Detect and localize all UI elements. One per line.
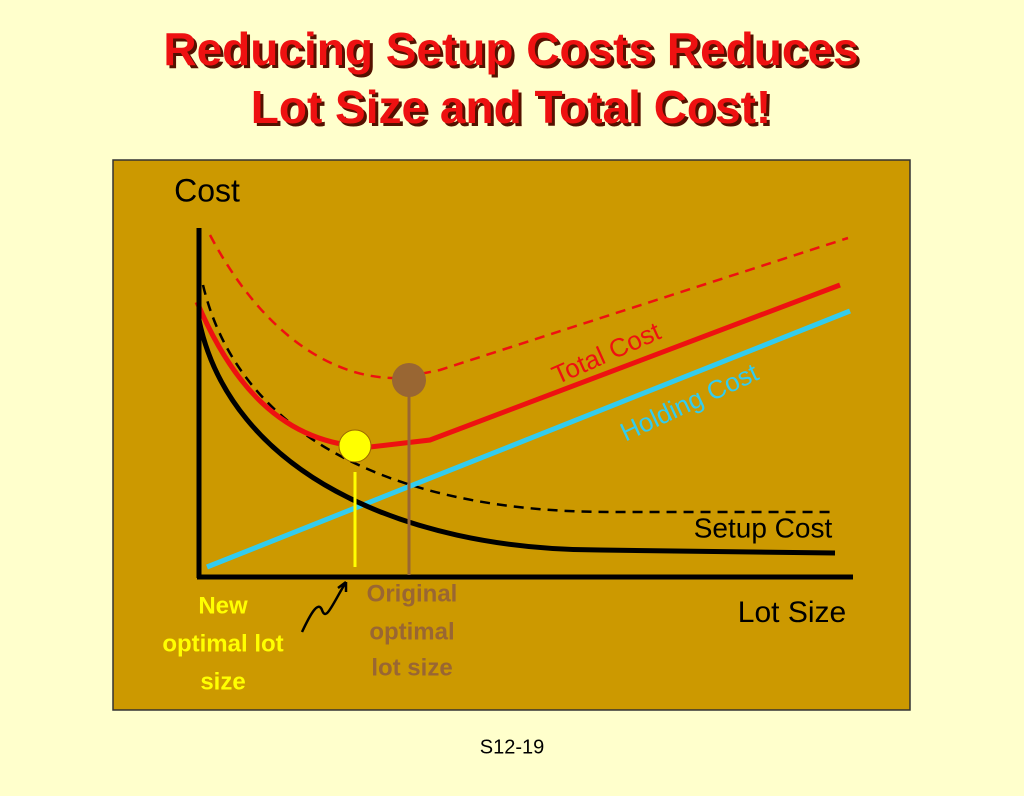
new-optimum-label: size	[200, 668, 245, 695]
original-optimum-label: lot size	[371, 654, 452, 681]
slide-number: S12-19	[480, 736, 545, 758]
new-optimum-label: optimal lot	[162, 630, 283, 657]
original-optimum-label: Original	[367, 580, 458, 607]
diagram-panel	[112, 159, 911, 711]
title-shadow: Reducing Setup Costs Reduces	[166, 26, 861, 78]
arrow	[300, 581, 348, 633]
new-optimum-label: New	[198, 592, 248, 619]
original-optimum-label: optimal	[369, 618, 454, 645]
y-axis-label: Cost	[174, 172, 240, 208]
x-axis-label: Lot Size	[738, 596, 846, 629]
original-optimum-point	[392, 363, 426, 397]
title-line: Lot Size and Total Cost!	[251, 81, 771, 133]
new-optimum-point	[338, 429, 372, 463]
title-shadow: Lot Size and Total Cost!	[254, 84, 774, 136]
holding-cost-line	[206, 308, 851, 570]
title-line: Reducing Setup Costs Reduces	[163, 23, 858, 75]
setup-cost-curve	[196, 319, 836, 556]
setup-cost-label: Setup Cost	[694, 512, 833, 543]
